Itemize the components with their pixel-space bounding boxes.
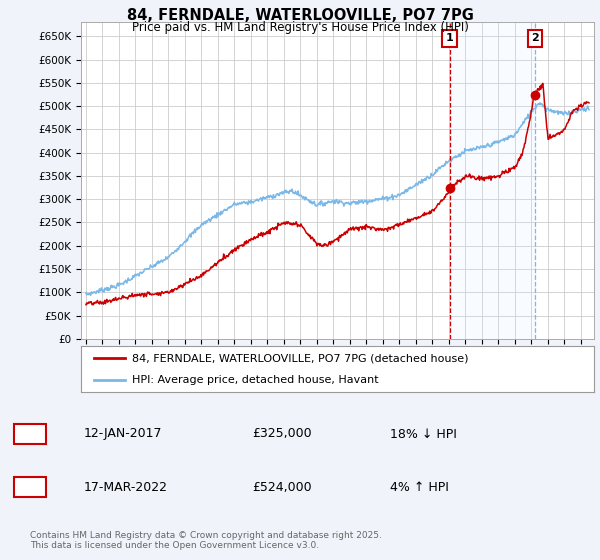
Text: 84, FERNDALE, WATERLOOVILLE, PO7 7PG: 84, FERNDALE, WATERLOOVILLE, PO7 7PG [127,8,473,24]
Text: 17-MAR-2022: 17-MAR-2022 [84,480,168,494]
Text: £325,000: £325,000 [252,427,311,441]
Text: 2: 2 [531,34,539,44]
Text: HPI: Average price, detached house, Havant: HPI: Average price, detached house, Hava… [133,375,379,385]
Bar [449,22,535,339]
Text: Price paid vs. HM Land Registry's House Price Index (HPI): Price paid vs. HM Land Registry's House … [131,21,469,34]
Text: 4% ↑ HPI: 4% ↑ HPI [390,480,449,494]
Text: £524,000: £524,000 [252,480,311,494]
Text: 2: 2 [26,480,34,494]
Text: 84, FERNDALE, WATERLOOVILLE, PO7 7PG (detached house): 84, FERNDALE, WATERLOOVILLE, PO7 7PG (de… [133,353,469,363]
Text: 12-JAN-2017: 12-JAN-2017 [84,427,163,441]
Text: 1: 1 [446,34,454,44]
Text: 1: 1 [26,427,34,441]
Text: Contains HM Land Registry data © Crown copyright and database right 2025.
This d: Contains HM Land Registry data © Crown c… [30,531,382,550]
Text: 18% ↓ HPI: 18% ↓ HPI [390,427,457,441]
